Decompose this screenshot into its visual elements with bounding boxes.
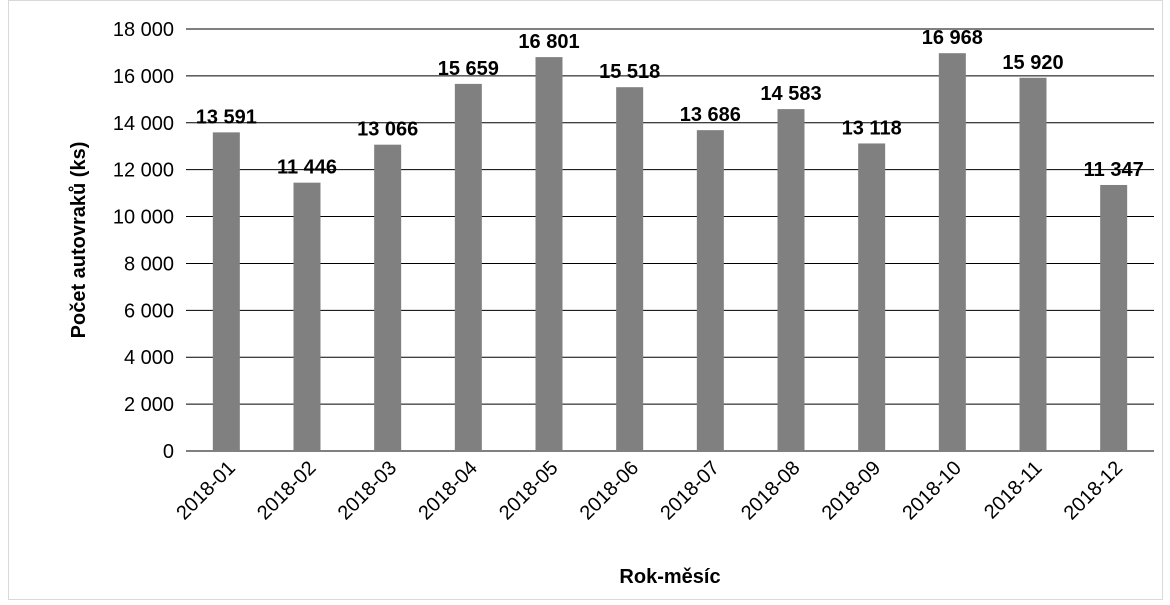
y-axis-title: Počet autovraků (ks) bbox=[68, 142, 90, 339]
x-tick-label: 2018-02 bbox=[253, 457, 320, 524]
data-labels: 13 591 11 446 13 066 15 659 16 801 15 518 13 6… bbox=[196, 27, 1144, 181]
x-tick-label: 2018-04 bbox=[414, 457, 481, 524]
bar bbox=[293, 182, 321, 451]
data-label: 13 066 bbox=[357, 119, 418, 141]
bar bbox=[454, 83, 482, 451]
bar bbox=[535, 57, 563, 451]
bar bbox=[374, 144, 402, 451]
bar bbox=[1019, 77, 1047, 452]
x-tick-labels: 2018-01 2018-02 2018-03 2018-04 2018-05 2018-… bbox=[172, 457, 1127, 524]
data-label: 15 518 bbox=[599, 61, 660, 83]
x-tick-label: 2018-07 bbox=[656, 457, 723, 524]
data-label: 16 968 bbox=[922, 27, 983, 49]
x-tick-label: 2018-03 bbox=[334, 457, 401, 524]
x-tick-label: 2018-06 bbox=[576, 457, 643, 524]
data-label: 13 686 bbox=[680, 104, 741, 126]
data-label: 15 659 bbox=[438, 58, 499, 80]
y-tick-label: 6 000 bbox=[124, 300, 174, 322]
x-tick-label: 2018-01 bbox=[172, 457, 239, 524]
gridlines bbox=[186, 28, 1154, 452]
y-tick-label: 10 000 bbox=[113, 207, 174, 229]
data-label: 15 920 bbox=[1002, 52, 1063, 74]
y-tick-label: 8 000 bbox=[124, 253, 174, 275]
y-tick-label: 12 000 bbox=[113, 160, 174, 182]
bar bbox=[1100, 184, 1128, 451]
data-label: 11 446 bbox=[277, 157, 337, 179]
data-label: 13 591 bbox=[196, 106, 257, 128]
x-tick-label: 2018-09 bbox=[818, 457, 885, 524]
bar bbox=[777, 109, 805, 451]
bar bbox=[938, 53, 966, 451]
y-tick-label: 18 000 bbox=[113, 19, 174, 41]
x-tick-label: 2018-05 bbox=[495, 457, 562, 524]
data-label: 14 583 bbox=[760, 83, 821, 105]
y-tick-label: 14 000 bbox=[113, 113, 174, 135]
bar bbox=[616, 87, 644, 451]
y-tick-labels: 0 2 000 4 000 6 000 8 000 10 000 12 000 14 000 1… bbox=[113, 19, 174, 463]
y-tick-label: 2 000 bbox=[124, 394, 174, 416]
x-tick-label: 2018-08 bbox=[737, 457, 804, 524]
data-label: 13 118 bbox=[842, 117, 902, 139]
x-tick-label: 2018-12 bbox=[1060, 457, 1127, 524]
bar bbox=[696, 130, 724, 451]
y-tick-label: 16 000 bbox=[113, 66, 174, 88]
y-tick-label: 4 000 bbox=[124, 347, 174, 369]
bars bbox=[212, 53, 1128, 452]
bar bbox=[212, 132, 240, 451]
data-label: 16 801 bbox=[518, 31, 579, 53]
chart-frame: 0 2 000 4 000 6 000 8 000 10 000 12 000 14 000 1… bbox=[8, 0, 1163, 600]
bar bbox=[858, 143, 886, 451]
y-tick-label: 0 bbox=[163, 441, 174, 463]
x-tick-label: 2018-10 bbox=[898, 457, 965, 524]
data-label: 11 347 bbox=[1084, 159, 1144, 181]
bar-chart: 0 2 000 4 000 6 000 8 000 10 000 12 000 14 000 1… bbox=[68, 19, 1154, 588]
x-tick-label: 2018-11 bbox=[980, 457, 1046, 523]
x-axis-title: Rok-měsíc bbox=[619, 566, 720, 588]
